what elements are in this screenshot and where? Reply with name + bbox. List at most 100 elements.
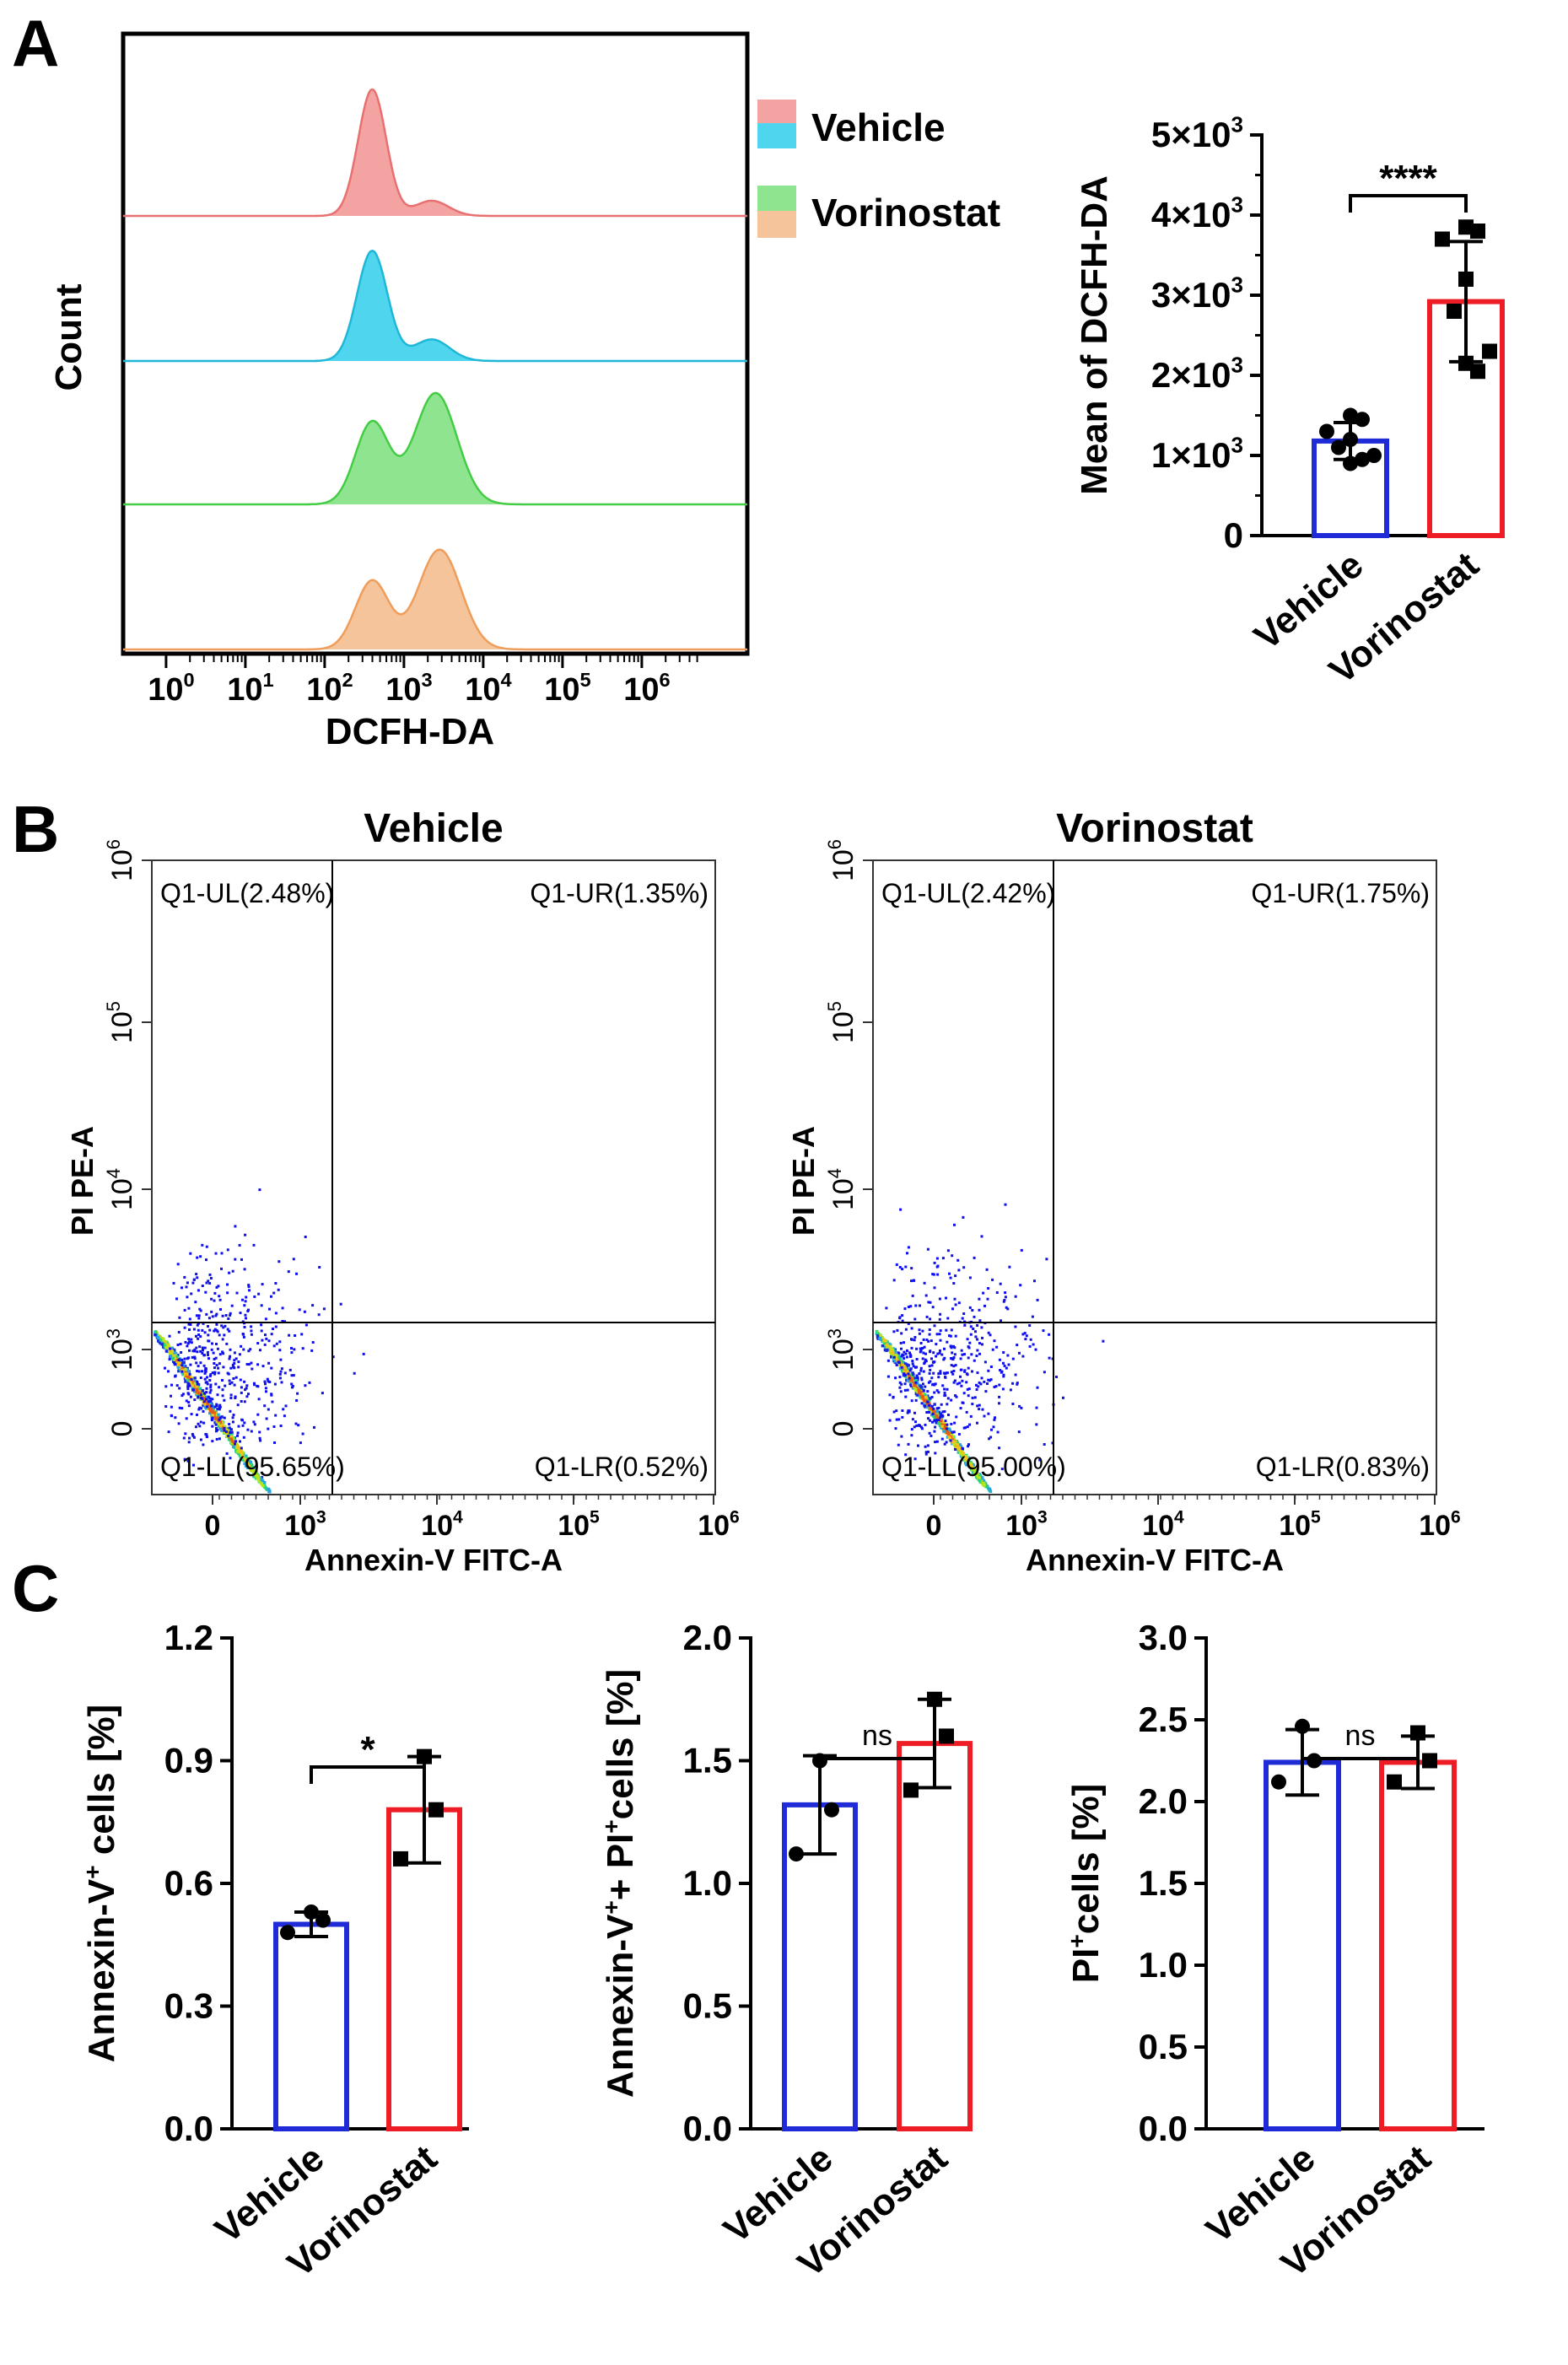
y-tick-exp: 5 — [103, 1001, 124, 1011]
dot — [948, 1272, 951, 1275]
dot — [1042, 1329, 1045, 1333]
vehicle-dot-plot: Q1-UL(2.48%) Q1-UR(1.35%) Q1-LL(95.65%) Q1-… — [65, 806, 740, 1577]
dot — [1004, 1291, 1007, 1295]
y-tick-label-exp: 3 — [1231, 352, 1243, 377]
dot — [243, 1400, 246, 1403]
dot — [894, 1427, 897, 1430]
dot — [976, 1371, 979, 1375]
dot — [1000, 1319, 1002, 1323]
dot — [940, 1353, 944, 1356]
dot — [956, 1443, 959, 1446]
dot — [339, 1302, 342, 1306]
y-tick-label-base: 0.5 — [1139, 2027, 1188, 2066]
dot — [210, 1419, 213, 1422]
dot — [237, 1360, 240, 1364]
dot — [886, 1359, 890, 1362]
dot — [971, 1396, 974, 1399]
dot — [940, 1437, 944, 1441]
dot — [203, 1377, 207, 1381]
dot — [939, 1422, 943, 1425]
dot — [157, 1335, 160, 1339]
dot — [226, 1428, 229, 1432]
dot — [211, 1371, 214, 1375]
dot — [245, 1384, 249, 1387]
dot — [915, 1393, 919, 1397]
dot — [256, 1385, 260, 1388]
dot — [213, 1366, 216, 1370]
dot — [197, 1391, 201, 1395]
histogram-series-line-3 — [123, 391, 747, 506]
dot — [968, 1423, 972, 1426]
dot — [916, 1377, 919, 1382]
dot — [202, 1400, 206, 1403]
dot — [294, 1334, 297, 1337]
dot — [957, 1433, 961, 1436]
dot — [177, 1358, 181, 1361]
dot — [211, 1398, 214, 1401]
dot — [193, 1355, 197, 1359]
dot — [919, 1342, 923, 1344]
dot — [263, 1343, 267, 1346]
dot — [193, 1357, 197, 1360]
dot — [197, 1337, 200, 1340]
dot — [204, 1381, 207, 1384]
x-tick-label-exp: 4 — [453, 1508, 463, 1527]
dot — [207, 1357, 210, 1360]
dot — [198, 1425, 202, 1428]
dot — [946, 1397, 950, 1400]
dot — [220, 1324, 224, 1328]
dot — [182, 1360, 186, 1364]
dot — [959, 1407, 962, 1410]
dot — [940, 1425, 944, 1428]
dot — [968, 1341, 972, 1344]
dot — [164, 1405, 168, 1408]
dot — [260, 1304, 263, 1307]
significance-label: * — [360, 1729, 375, 1770]
dot — [191, 1434, 195, 1437]
dot — [935, 1343, 938, 1346]
dot — [919, 1349, 923, 1352]
dot — [931, 1273, 935, 1276]
dot — [193, 1376, 197, 1380]
data-point — [1343, 432, 1358, 447]
dot — [176, 1344, 180, 1346]
dot — [221, 1379, 224, 1382]
y-tick-label-base: 1.0 — [683, 1863, 732, 1903]
dot — [1017, 1430, 1021, 1434]
dot — [218, 1353, 222, 1356]
dot — [925, 1339, 929, 1341]
dot — [905, 1355, 908, 1359]
dot — [197, 1395, 200, 1398]
dot — [230, 1430, 234, 1434]
dot — [906, 1388, 909, 1392]
dot — [913, 1379, 917, 1383]
dot — [965, 1372, 968, 1376]
x-tick-label-base: 10 — [1142, 1510, 1174, 1542]
dot — [1014, 1325, 1017, 1328]
dot — [248, 1460, 251, 1463]
dot — [268, 1381, 272, 1383]
dot — [919, 1391, 922, 1394]
dot — [971, 1403, 974, 1406]
dot — [918, 1332, 921, 1335]
histogram-y-label: Count — [48, 283, 89, 391]
y-label-main: Annexin-V — [81, 1878, 122, 2062]
dot — [249, 1348, 252, 1351]
dot — [923, 1404, 926, 1408]
y-tick-label: 0.0 — [1139, 2109, 1188, 2148]
dot — [241, 1298, 244, 1301]
dot — [914, 1304, 918, 1307]
dot — [239, 1312, 242, 1315]
dot — [216, 1393, 219, 1397]
dot — [170, 1383, 173, 1387]
dot — [910, 1346, 913, 1350]
dot — [921, 1347, 924, 1350]
dot — [213, 1371, 217, 1374]
dot — [181, 1364, 184, 1367]
dot — [939, 1349, 941, 1352]
dot — [973, 1359, 976, 1362]
dot — [331, 1355, 335, 1359]
y-tick-label-base: 0.3 — [164, 1986, 213, 2026]
dot — [218, 1405, 222, 1409]
dot — [197, 1387, 202, 1390]
